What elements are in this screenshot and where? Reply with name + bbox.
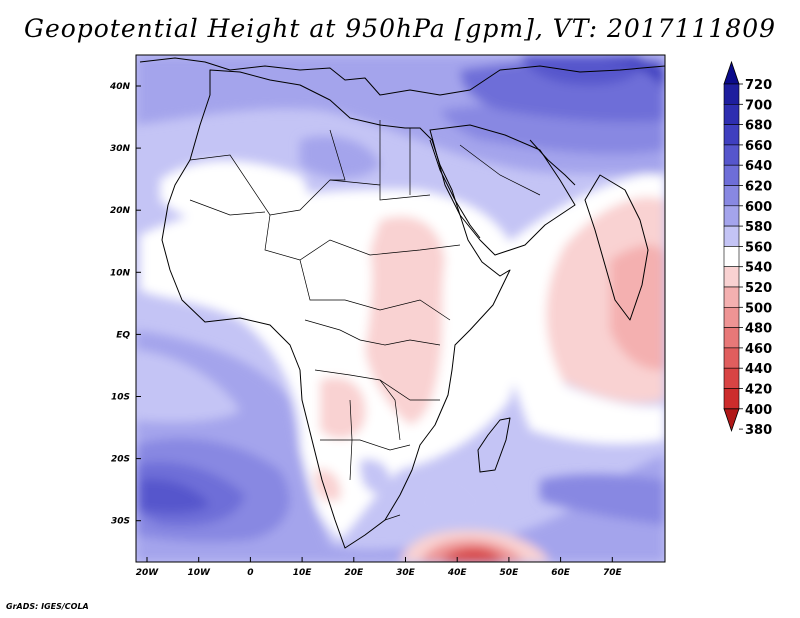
lat-tick-label: EQ	[116, 330, 130, 340]
colorbar-swatch	[723, 286, 740, 308]
india	[584, 174, 649, 321]
madagascar	[477, 417, 511, 473]
europe-coast	[139, 57, 666, 96]
colorbar-label: 700	[745, 98, 772, 113]
colorbar-label: 500	[745, 301, 772, 316]
colorbar-label: 680	[745, 119, 772, 134]
colorbar-swatch	[723, 124, 740, 146]
lon-axis: 20W 10W 0 10E 20E 30E 40E 50E 60E 70E	[136, 557, 623, 578]
map-frame	[135, 54, 666, 563]
colorbar-swatch	[723, 104, 740, 125]
field-520-east-africa	[365, 216, 445, 425]
colorbar-swatch	[723, 164, 740, 186]
lon-tick-label: 10E	[293, 568, 313, 578]
coastlines	[139, 57, 666, 549]
colorbar-swatch	[723, 225, 740, 247]
colorbar-label: 560	[745, 240, 772, 255]
colorbar-label: 620	[745, 180, 772, 195]
colorbar-label: 580	[745, 220, 772, 235]
africa-coastline	[161, 69, 511, 549]
colorbar-swatch	[723, 347, 740, 369]
colorbar-label: 420	[745, 383, 772, 398]
colorbar-label: 640	[745, 159, 772, 174]
colorbar-swatch	[723, 327, 740, 349]
colorbar-label: 380	[745, 423, 772, 438]
colorbar-label: 440	[745, 362, 772, 377]
lon-tick-label: 40E	[447, 568, 468, 578]
arabian-peninsula	[429, 124, 576, 256]
lon-tick-label: 20W	[136, 568, 160, 578]
colorbar-swatch	[723, 205, 740, 227]
colorbar: 720 700 680 660 640 620 600 580 560 540 520 500 480 4…	[723, 60, 772, 438]
red-sea	[429, 139, 481, 239]
colorbar-label: 520	[745, 281, 772, 296]
height-field	[136, 55, 665, 562]
colorbar-swatch	[723, 144, 740, 166]
lat-tick-label: 20N	[110, 206, 131, 216]
colorbar-swatch	[723, 306, 740, 328]
colorbar-label: 540	[745, 261, 772, 276]
colorbar-swatch	[723, 185, 740, 207]
colorbar-swatch	[723, 388, 740, 410]
country-borders	[189, 120, 541, 521]
lon-tick-label: 70E	[603, 568, 623, 578]
lat-tick-label: 20S	[111, 455, 130, 465]
colorbar-label: 460	[745, 342, 772, 357]
lat-tick-label: 30N	[110, 144, 131, 154]
colorbar-swatch	[723, 246, 740, 267]
lat-tick-label: 30S	[111, 517, 130, 527]
colorbar-bottom-arrow	[723, 408, 740, 433]
persian-gulf	[529, 139, 576, 186]
colorbar-swatch	[723, 266, 740, 288]
colorbar-label: 600	[745, 200, 772, 215]
lon-tick-label: 20E	[344, 568, 364, 578]
lon-tick-label: 0	[247, 568, 253, 578]
lon-tick-label: 50E	[500, 568, 520, 578]
lon-tick-label: 10W	[187, 568, 211, 578]
lat-tick-label: 10S	[111, 393, 130, 403]
lat-tick-label: 10N	[110, 268, 131, 278]
colorbar-swatch	[723, 83, 740, 105]
colorbar-label: 400	[745, 403, 772, 418]
colorbar-swatch	[723, 367, 740, 389]
lat-tick-label: 40N	[109, 82, 131, 92]
grads-credit: GrADS: IGES/COLA	[6, 602, 89, 611]
colorbar-label: 480	[745, 322, 772, 337]
lat-axis: 40N 30N 20N 10N EQ 10S 20S 30S	[109, 82, 141, 527]
colorbar-top-arrow	[723, 60, 740, 85]
colorbar-label: 720	[745, 78, 772, 93]
chart-title: Geopotential Height at 950hPa [gpm], VT:…	[23, 14, 777, 43]
lon-tick-label: 30E	[396, 568, 416, 578]
lon-tick-label: 60E	[551, 568, 571, 578]
colorbar-label: 660	[745, 139, 772, 154]
